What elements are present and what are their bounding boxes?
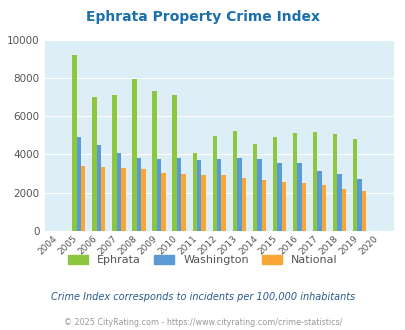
Bar (301, 183, 305, 231)
Bar (192, 153, 196, 231)
Bar (112, 95, 116, 231)
Text: Ephrata Property Crime Index: Ephrata Property Crime Index (86, 10, 319, 24)
Bar (292, 133, 296, 231)
Bar (152, 91, 156, 231)
Bar (92, 97, 96, 231)
Bar (312, 132, 317, 231)
Bar (212, 136, 217, 231)
Text: © 2025 CityRating.com - https://www.cityrating.com/crime-statistics/: © 2025 CityRating.com - https://www.city… (64, 318, 341, 327)
Bar (201, 175, 205, 231)
Bar (252, 144, 256, 231)
Bar (217, 159, 221, 231)
Bar (96, 145, 101, 231)
Bar (141, 169, 145, 231)
Bar (317, 171, 321, 231)
Bar (352, 139, 357, 231)
Bar (72, 55, 77, 231)
Bar (337, 174, 341, 231)
Bar (177, 158, 181, 231)
Bar (232, 131, 237, 231)
Bar (332, 134, 337, 231)
Bar (136, 158, 141, 231)
Text: Crime Index corresponds to incidents per 100,000 inhabitants: Crime Index corresponds to incidents per… (51, 292, 354, 302)
Bar (132, 79, 136, 231)
Bar (296, 163, 301, 231)
Bar (161, 173, 165, 231)
Bar (361, 191, 365, 231)
Bar (321, 185, 325, 231)
Bar (81, 166, 85, 231)
Bar (281, 182, 286, 231)
Bar (121, 168, 125, 231)
Bar (172, 95, 177, 231)
Bar (181, 174, 185, 231)
Legend: Ephrata, Washington, National: Ephrata, Washington, National (68, 255, 337, 265)
Bar (116, 152, 121, 231)
Bar (196, 160, 201, 231)
Bar (237, 158, 241, 231)
Bar (341, 189, 345, 231)
Bar (221, 176, 225, 231)
Bar (241, 178, 245, 231)
Bar (101, 167, 105, 231)
Bar (357, 179, 361, 231)
Bar (261, 180, 265, 231)
Bar (256, 159, 261, 231)
Bar (272, 137, 277, 231)
Bar (77, 137, 81, 231)
Bar (156, 159, 161, 231)
Bar (277, 163, 281, 231)
